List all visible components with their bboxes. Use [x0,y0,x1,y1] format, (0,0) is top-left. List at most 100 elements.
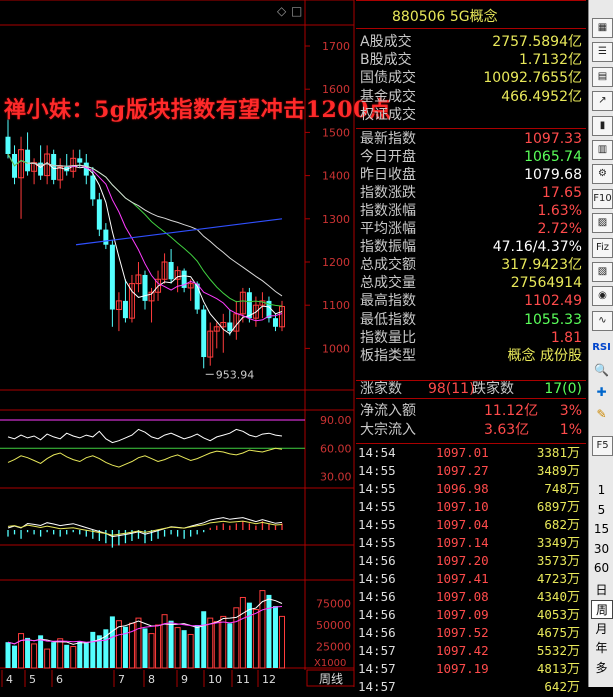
line-chart-icon[interactable]: ↗ [592,91,613,112]
trade-summary-row: B股成交 1.7132亿 [358,52,584,69]
candle-body [135,274,142,285]
candle-body [115,300,122,311]
period-7-button[interactable]: 月 [595,621,608,636]
tick-row[interactable]: 14:55 1096.98 748万 [358,480,584,498]
stat-value: 1079.68 [524,167,582,184]
period-8-button[interactable]: 年 [595,641,608,655]
candle-body [83,162,89,176]
candle-body [161,261,168,280]
bar-icon[interactable]: ▥ [592,140,613,160]
candle-body [38,162,44,176]
period-0-button[interactable]: 1 [597,483,606,497]
stat-label: 最低指数 [360,311,416,328]
candle-body [168,262,174,280]
volume-bar [122,626,128,668]
tick-volume-amount: 3489 [536,463,567,478]
period-6-button[interactable]: 周 [591,600,613,619]
volume-bar [115,620,122,669]
volume-bar [135,617,142,669]
tick-volume-unit: 万 [566,500,580,515]
wave-icon[interactable]: ∿ [592,310,613,331]
candle-body [142,274,148,301]
volume-bar [174,627,181,669]
rsi-button[interactable]: RSI [592,342,611,353]
period-2-button[interactable]: 15 [593,522,610,536]
period-1-button[interactable]: 5 [597,502,606,517]
flow-percent: 1% [559,422,582,438]
tick-row[interactable]: 14:57 642万 [358,678,584,696]
volume-bar [109,616,115,668]
draw-icon[interactable]: ✎ [596,407,607,421]
tick-row[interactable]: 14:56 1097.09 4053万 [358,606,584,624]
circle-icon[interactable]: ◉ [592,286,613,307]
volume-bar [83,643,89,668]
tick-volume-unit: 万 [566,518,580,533]
candle-body [25,149,31,172]
list-icon[interactable]: ☰ [592,42,613,63]
tick-volume: 748万 [544,480,580,499]
toolbar-f10-button[interactable]: F10 [592,188,613,209]
candle-body [5,136,11,154]
tick-volume-unit: 万 [566,590,580,605]
candle-body [128,283,135,319]
gear-icon[interactable]: ⚙ [592,164,613,185]
stat-row: 板指类型 概念 成份股 [358,348,584,365]
tick-volume-unit: 万 [566,662,580,677]
volume-axis-label: 25000 [316,641,351,654]
volume-bar [187,633,194,669]
chart-icon[interactable]: ▨ [592,213,613,234]
tick-volume-unit: 万 [566,446,580,461]
stat-label: 指数涨幅 [360,203,416,220]
tick-row[interactable]: 14:56 1097.52 4675万 [358,624,584,642]
period-9-button[interactable]: 多 [595,660,608,675]
tick-row[interactable]: 14:55 1097.04 682万 [358,516,584,534]
kline-chart-area[interactable]: ◇ □ 1700 1600 1500 1400 1300 1200 1100 1000 953.94… [0,0,391,687]
tick-row[interactable]: 14:56 1097.20 3573万 [358,552,584,570]
tick-row[interactable]: 14:57 1097.19 4813万 [358,660,584,678]
volume-bar [213,621,220,669]
tick-row[interactable]: 14:55 1097.27 3489万 [358,462,584,480]
right-toolbar: ▦ ☰ ▤ ↗ ▮ ▥ ⚙ F10 ▨ Fiz ▧ ◉ ∿ RSI 🔍 ✚ ✎ F5 1 5 15 30 60 日周月年多 [588,0,613,687]
tick-row[interactable]: 14:57 1097.42 5532万 [358,642,584,660]
trade-summary-row: 权证成交 [358,107,584,124]
trade-summary-amount: 2757.5894 [492,34,568,50]
tick-row[interactable]: 14:55 1097.14 3349万 [358,534,584,552]
panel-divider [356,443,586,444]
candle-body [220,321,227,328]
volume-axis-label: 75000 [316,598,351,611]
kline-chart[interactable]: ◇ □ 1700 1600 1500 1400 1300 1200 1100 1000 953.94… [0,0,355,687]
chart2-icon[interactable]: ▧ [592,262,613,282]
volume-bar [194,625,200,668]
stat-value: 1055.33 [524,311,582,328]
stat-label: 平均涨幅 [360,221,416,238]
x-axis-label: 4 [6,673,13,686]
table-icon[interactable]: ▤ [592,66,613,87]
tick-row[interactable]: 14:54 1097.01 3381万 [358,444,584,462]
tick-price: 1097.01 [436,445,489,460]
candle-body [266,300,272,319]
stat-label: 指数量比 [360,329,416,346]
zoom-icon[interactable]: 🔍 [594,363,609,377]
stat-value: 1.63% [537,203,582,220]
period-button-frame[interactable] [306,669,355,687]
f5-button[interactable]: F5 [592,436,613,456]
crosshair-icon[interactable]: ✚ [596,385,607,399]
period-5-button[interactable]: 日 [595,582,608,597]
x-axis-label: 8 [148,673,155,686]
tick-row[interactable]: 14:56 1097.41 4723万 [358,570,584,588]
tick-row[interactable]: 14:56 1097.08 4340万 [358,588,584,606]
price-axis-label: 1700 [322,40,350,53]
stat-value: 概念 成份股 [507,347,582,364]
stat-value: 1065.74 [524,149,582,166]
period-4-button[interactable]: 60 [593,561,610,575]
period-button[interactable]: 周线 [319,672,343,686]
period-3-button[interactable]: 30 [593,541,610,556]
candle-icon[interactable]: ▮ [592,115,613,136]
stat-label: 板指类型 [360,347,416,364]
toolbar-fiz-button[interactable]: Fiz [592,237,613,258]
tick-row[interactable]: 14:55 1097.10 6897万 [358,498,584,516]
tick-price: 1096.98 [436,481,489,496]
up-count-value: 98(11) [428,381,475,397]
stat-row: 指数涨跌 17.65 [358,185,584,202]
grid-icon[interactable]: ▦ [592,18,613,38]
